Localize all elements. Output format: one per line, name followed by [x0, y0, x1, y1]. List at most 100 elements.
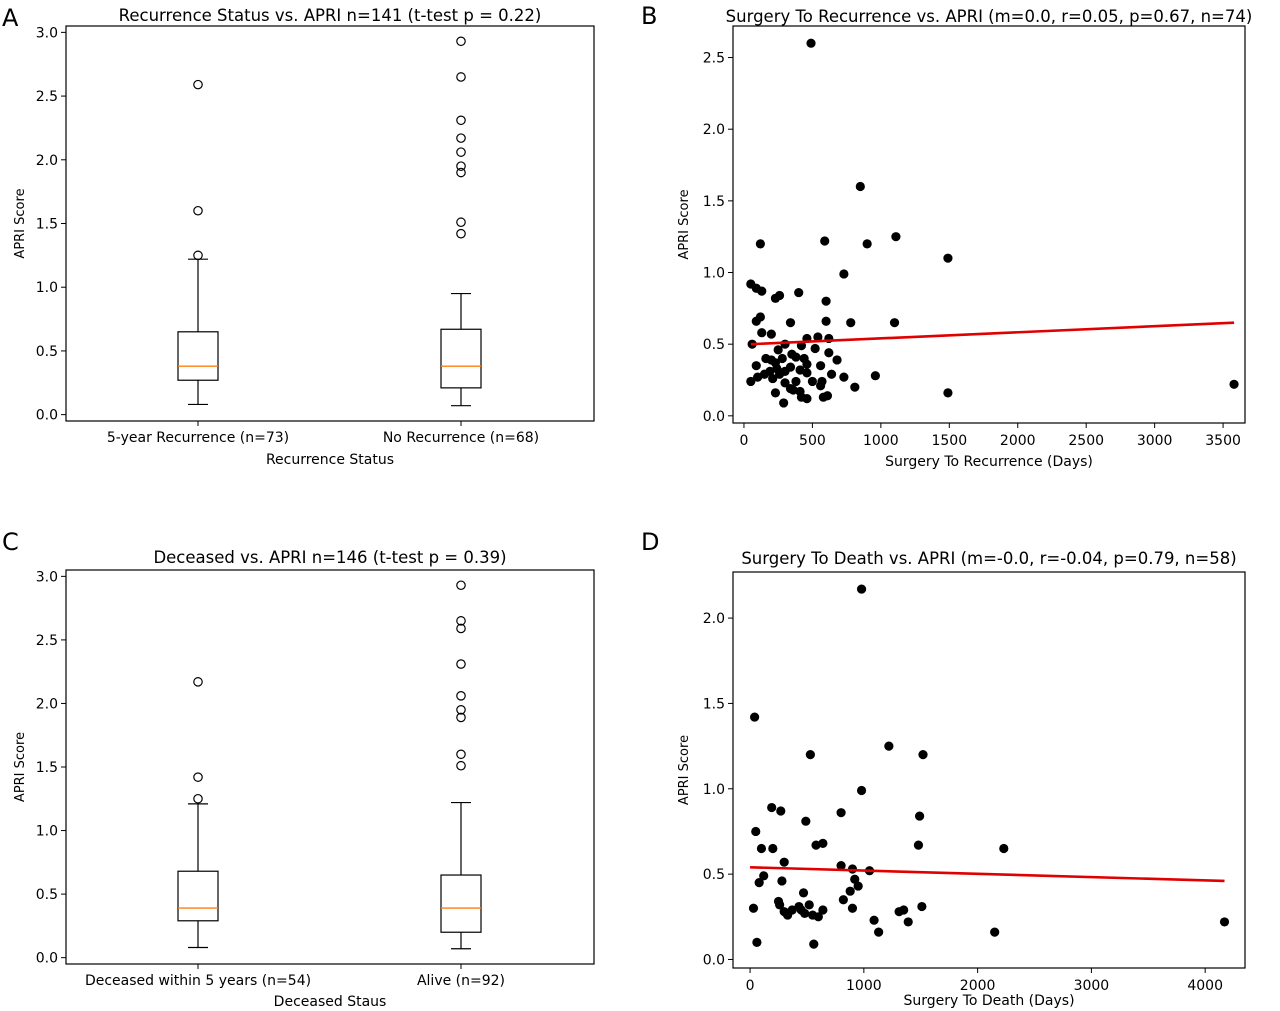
- data-point: [813, 332, 823, 342]
- box-group: [440, 36, 482, 407]
- data-point: [847, 903, 858, 913]
- x-tick-label: 3000: [1137, 433, 1173, 449]
- regression-line: [750, 865, 1225, 883]
- data-point: [756, 843, 767, 854]
- y-tick-label: 0.5: [703, 867, 725, 883]
- data-point: [899, 905, 909, 915]
- data-point: [751, 361, 761, 371]
- outlier-point: [456, 760, 466, 771]
- outlier-point: [456, 616, 466, 626]
- x-tick-label: No Recurrence (n=68): [383, 430, 539, 446]
- outlier-point: [456, 147, 466, 157]
- x-tick-label: 3000: [1074, 978, 1110, 994]
- data-point: [836, 808, 846, 818]
- data-point: [757, 328, 767, 338]
- outlier-point: [193, 793, 203, 804]
- y-tick-label: 1.0: [36, 280, 58, 296]
- data-point: [862, 239, 872, 249]
- data-point: [821, 316, 831, 326]
- data-point: [802, 394, 812, 404]
- data-point: [777, 876, 787, 886]
- data-point: [751, 316, 761, 326]
- y-tick-label: 2.5: [36, 89, 58, 105]
- data-point: [788, 385, 798, 395]
- x-tick-label: 2500: [1068, 433, 1104, 449]
- y-tick-label: 0.0: [36, 408, 58, 424]
- axes-frame: [65, 569, 595, 965]
- outlier-point: [193, 250, 203, 261]
- data-point: [800, 908, 810, 918]
- data-point: [820, 236, 830, 246]
- y-axis-label: APRI Score: [677, 189, 692, 259]
- outlier-point: [456, 749, 466, 760]
- data-point: [889, 318, 900, 328]
- data-point: [746, 376, 756, 387]
- outlier-point: [456, 580, 466, 591]
- data-point: [853, 881, 863, 891]
- panel-letter: C: [2, 528, 19, 556]
- data-point: [777, 353, 787, 364]
- x-tick-label: 3500: [1205, 433, 1241, 449]
- x-tick-label: Deceased within 5 years (n=54): [85, 973, 311, 989]
- plot-area: [177, 36, 482, 407]
- x-tick-label: 5-year Recurrence (n=73): [107, 430, 289, 446]
- data-point: [891, 232, 901, 242]
- data-point: [850, 382, 860, 392]
- data-point: [870, 371, 880, 381]
- x-tick-label: 0: [739, 433, 748, 449]
- data-point: [807, 376, 818, 387]
- data-point: [810, 343, 820, 354]
- data-point: [943, 253, 953, 263]
- y-tick-label: 0.0: [703, 409, 725, 425]
- data-point: [751, 826, 761, 837]
- y-tick-label: 2.5: [703, 51, 725, 67]
- outlier-point: [193, 772, 203, 782]
- box-group: [440, 580, 482, 950]
- plot-area: [746, 38, 1239, 408]
- data-point: [903, 917, 913, 927]
- box-group: [177, 79, 219, 406]
- y-tick-label: 1.0: [703, 782, 725, 798]
- data-point: [832, 355, 842, 365]
- outlier-point: [193, 79, 203, 90]
- data-point: [918, 750, 928, 760]
- data-point: [802, 359, 812, 369]
- data-point: [768, 843, 778, 854]
- data-point: [798, 888, 809, 898]
- outlier-point: [456, 217, 466, 228]
- y-tick-label: 1.5: [36, 217, 58, 233]
- data-point: [794, 287, 804, 298]
- data-point: [804, 900, 814, 910]
- y-tick-label: 3.0: [36, 25, 58, 41]
- outlier-point: [456, 623, 466, 634]
- y-tick-label: 3.0: [36, 569, 58, 585]
- y-tick-label: 1.0: [36, 824, 58, 840]
- y-tick-label: 2.0: [703, 611, 725, 627]
- y-tick-label: 0.5: [703, 337, 725, 353]
- outlier-point: [456, 36, 466, 47]
- data-point: [809, 939, 819, 949]
- x-tick-label: 0: [746, 978, 755, 994]
- plot-area: [177, 580, 482, 950]
- data-point: [1219, 917, 1230, 927]
- data-point: [839, 372, 849, 382]
- y-tick-label: 2.0: [36, 153, 58, 169]
- x-tick-label: 1000: [846, 978, 882, 994]
- y-axis-label: APRI Score: [677, 735, 692, 805]
- data-point: [785, 318, 796, 328]
- data-point: [811, 840, 821, 850]
- data-point: [755, 239, 765, 249]
- data-point: [768, 373, 778, 384]
- outlier-point: [456, 659, 466, 669]
- chart-title: Deceased vs. APRI n=146 (t-test p = 0.39…: [153, 548, 506, 567]
- data-point: [806, 38, 816, 48]
- data-point: [770, 388, 781, 398]
- data-point: [817, 376, 827, 387]
- data-point: [913, 840, 924, 850]
- data-point: [770, 293, 781, 303]
- panel-letter: B: [641, 2, 657, 30]
- x-tick-label: 500: [799, 433, 826, 449]
- outlier-point: [456, 691, 466, 701]
- regression-line: [750, 321, 1235, 346]
